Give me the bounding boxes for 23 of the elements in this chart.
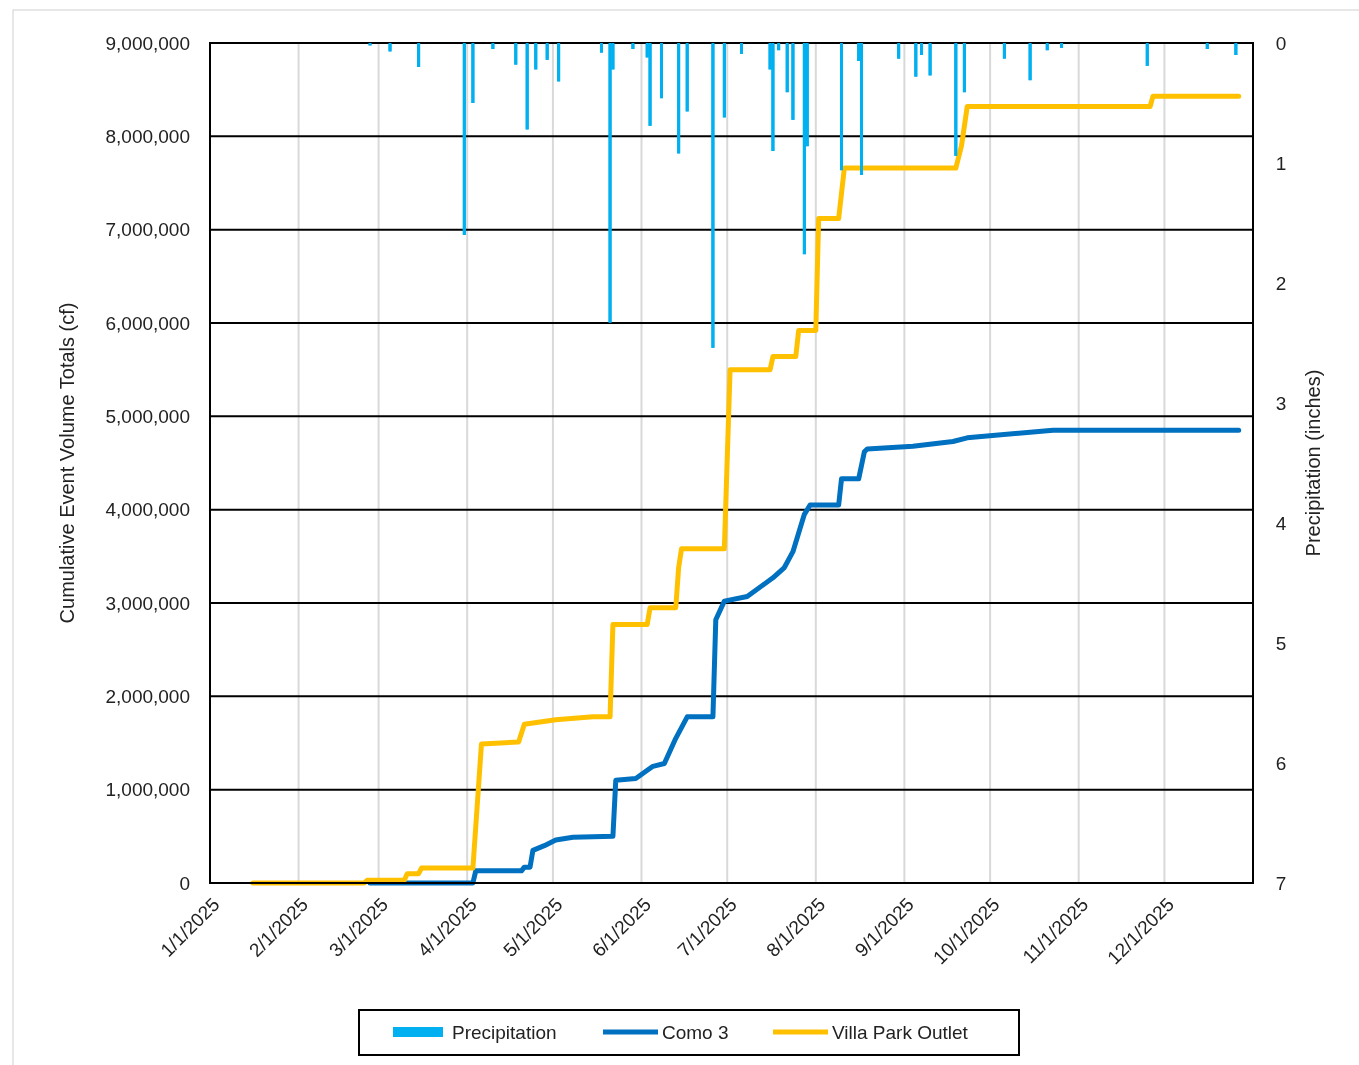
legend-label: Como 3 bbox=[662, 1021, 729, 1043]
y2-tick-label: 7 bbox=[1275, 872, 1287, 894]
legend-label: Villa Park Outlet bbox=[832, 1021, 969, 1043]
y2-tick-label: 4 bbox=[1275, 512, 1287, 534]
y-tick-label: 2,000,000 bbox=[105, 685, 190, 707]
y2-tick-label: 6 bbox=[1275, 752, 1287, 774]
y2-axis-title: Precipitation (inches) bbox=[1302, 369, 1324, 557]
y-tick-label: 9,000,000 bbox=[105, 32, 190, 54]
y-tick-label: 0 bbox=[179, 872, 190, 894]
y-tick-label: 4,000,000 bbox=[105, 499, 190, 521]
y-axis-title: Cumulative Event Volume Totals (cf) bbox=[56, 302, 78, 624]
y2-tick-label: 2 bbox=[1275, 272, 1287, 294]
y2-tick-label: 1 bbox=[1275, 152, 1287, 174]
y2-tick-label: 3 bbox=[1275, 392, 1287, 414]
y-tick-label: 3,000,000 bbox=[105, 592, 190, 614]
y-tick-label: 7,000,000 bbox=[105, 219, 190, 241]
y-tick-label: 1,000,000 bbox=[105, 779, 190, 801]
y2-tick-label: 5 bbox=[1275, 632, 1287, 654]
y-tick-label: 8,000,000 bbox=[105, 125, 190, 147]
y-tick-label: 6,000,000 bbox=[105, 312, 190, 334]
y-tick-label: 5,000,000 bbox=[105, 405, 190, 427]
y2-tick-label: 0 bbox=[1275, 32, 1287, 54]
legend-label: Precipitation bbox=[452, 1021, 557, 1043]
